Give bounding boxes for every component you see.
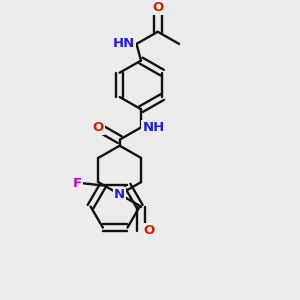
- Text: O: O: [93, 121, 104, 134]
- Text: HN: HN: [113, 38, 135, 50]
- Text: O: O: [143, 224, 154, 237]
- Text: NH: NH: [142, 121, 165, 134]
- Text: N: N: [114, 188, 125, 201]
- Text: O: O: [152, 1, 164, 14]
- Text: F: F: [73, 176, 82, 190]
